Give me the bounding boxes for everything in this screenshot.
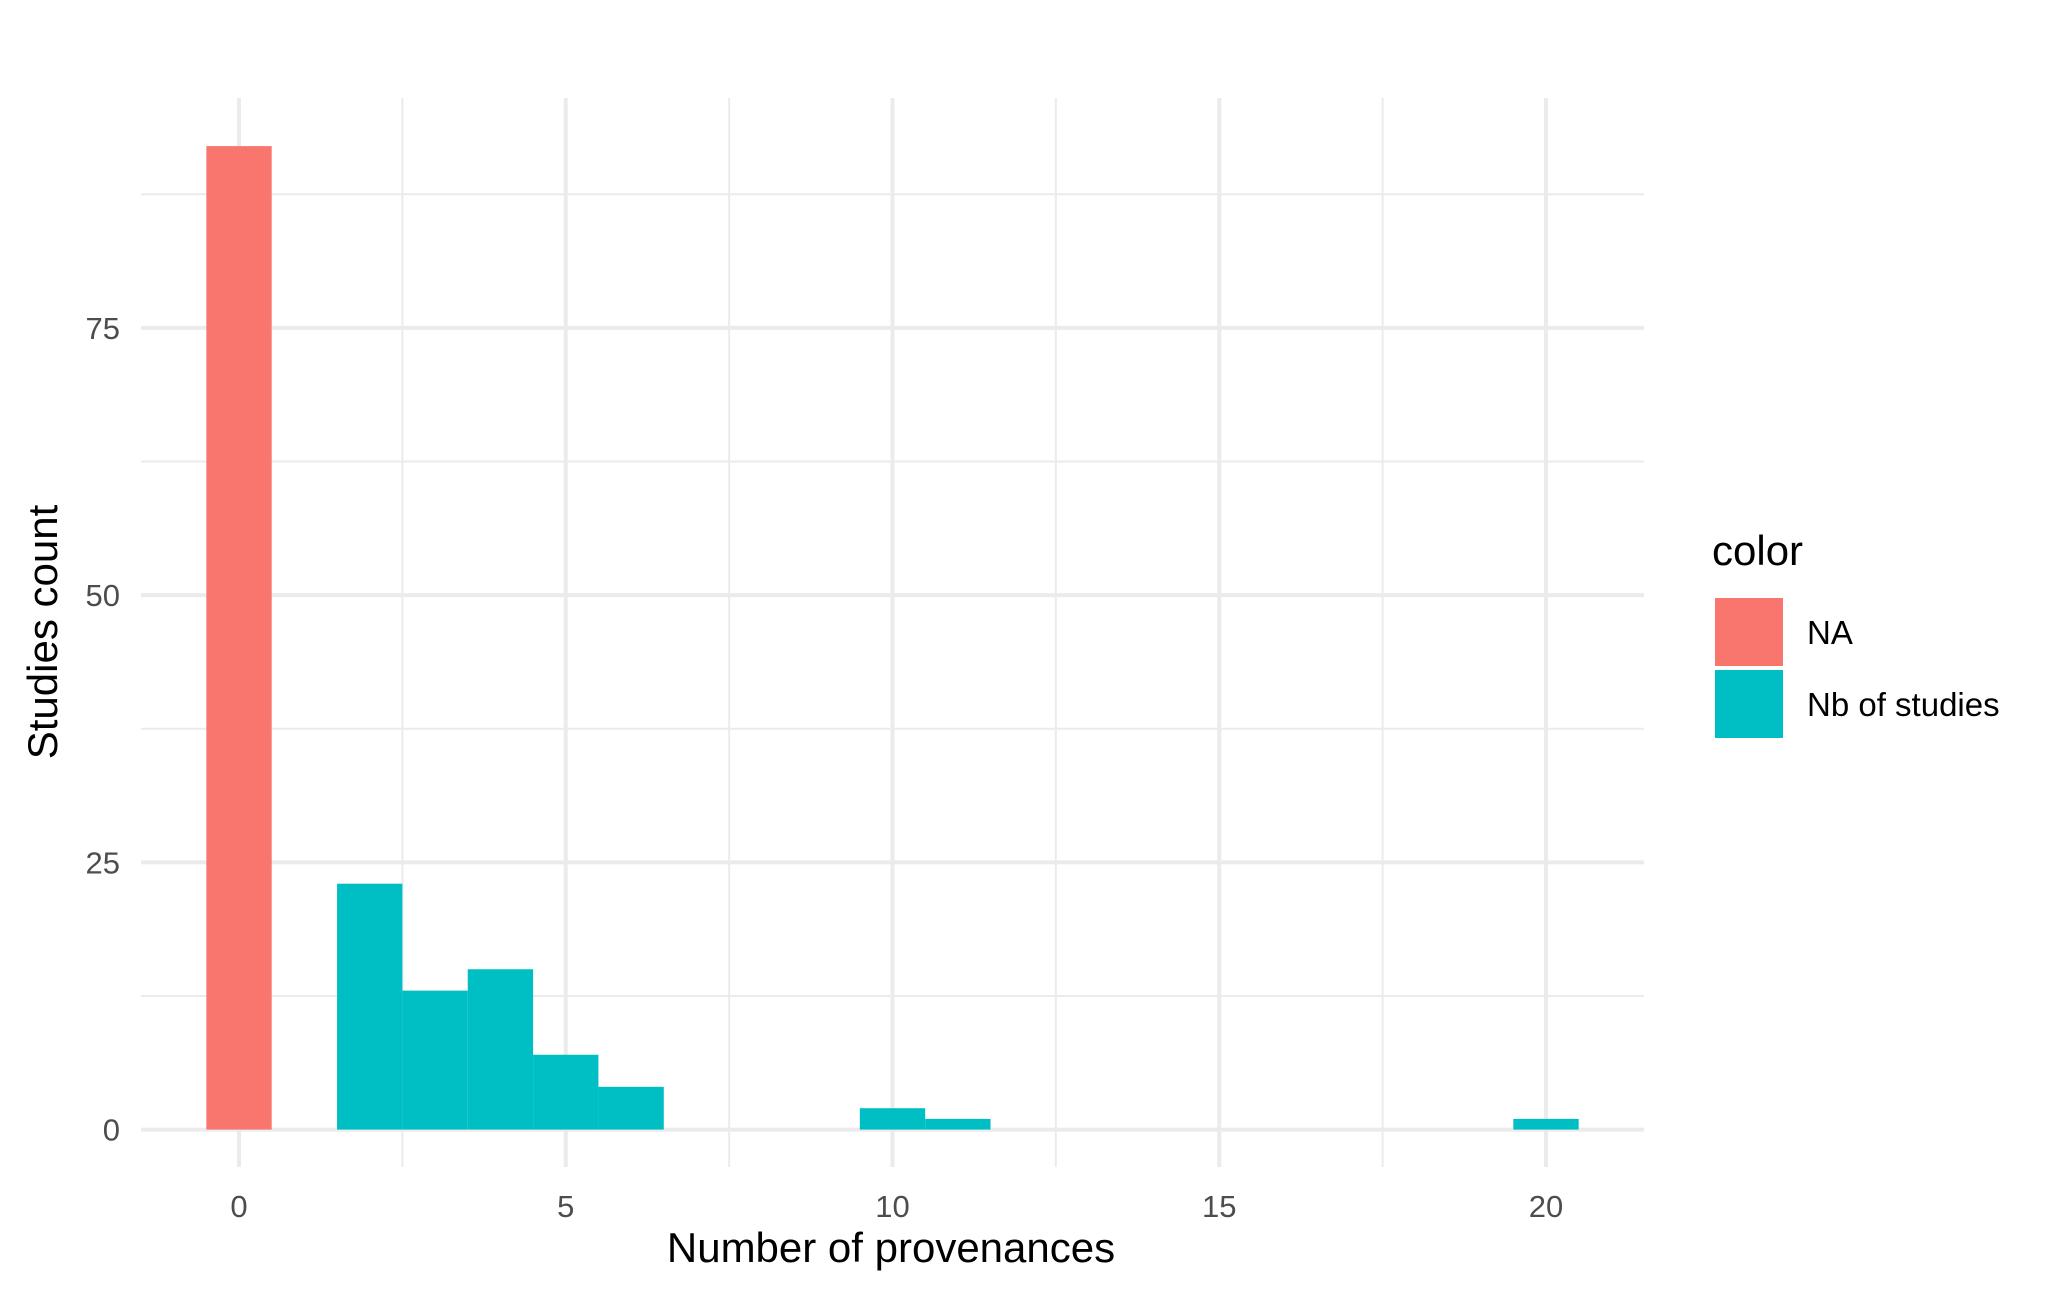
x-tick-label: 15 [1202, 1189, 1236, 1224]
bar-nb-of-studies-x11 [925, 1118, 991, 1130]
x-tick-label: 20 [1529, 1189, 1563, 1224]
y-tick-label: 50 [86, 578, 120, 613]
y-tick-label: 0 [103, 1113, 120, 1148]
x-tick-label: 10 [875, 1189, 909, 1224]
x-tick-label: 0 [230, 1189, 247, 1224]
legend-key-nb-of-studies [1715, 670, 1783, 738]
bar-nb-of-studies-x2 [337, 883, 403, 1130]
y-tick-label: 25 [86, 845, 120, 880]
bar-nb-of-studies-x4 [467, 969, 534, 1130]
y-axis-ticks: 0 25 50 75 [86, 311, 120, 1148]
bar-nb-of-studies-x5 [533, 1054, 599, 1130]
bar-na-x0 [206, 146, 272, 1130]
y-tick-label: 75 [86, 311, 120, 346]
y-axis-title: Studies count [19, 504, 66, 759]
legend-title: color [1712, 527, 1803, 574]
x-axis-ticks: 0 5 10 15 20 [230, 1189, 1563, 1224]
legend-label-nb-of-studies: Nb of studies [1807, 686, 2000, 723]
bar-nb-of-studies-x3 [402, 990, 468, 1130]
bars [206, 146, 1579, 1130]
bar-nb-of-studies-x20 [1513, 1118, 1579, 1130]
legend-label-na: NA [1807, 614, 1853, 651]
x-tick-label: 5 [557, 1189, 574, 1224]
x-axis-title: Number of provenances [667, 1224, 1115, 1271]
legend-key-na [1715, 598, 1783, 666]
bar-nb-of-studies-x10 [859, 1108, 926, 1130]
bar-nb-of-studies-x6 [598, 1086, 664, 1130]
legend: color NA Nb of studies [1712, 527, 2000, 738]
